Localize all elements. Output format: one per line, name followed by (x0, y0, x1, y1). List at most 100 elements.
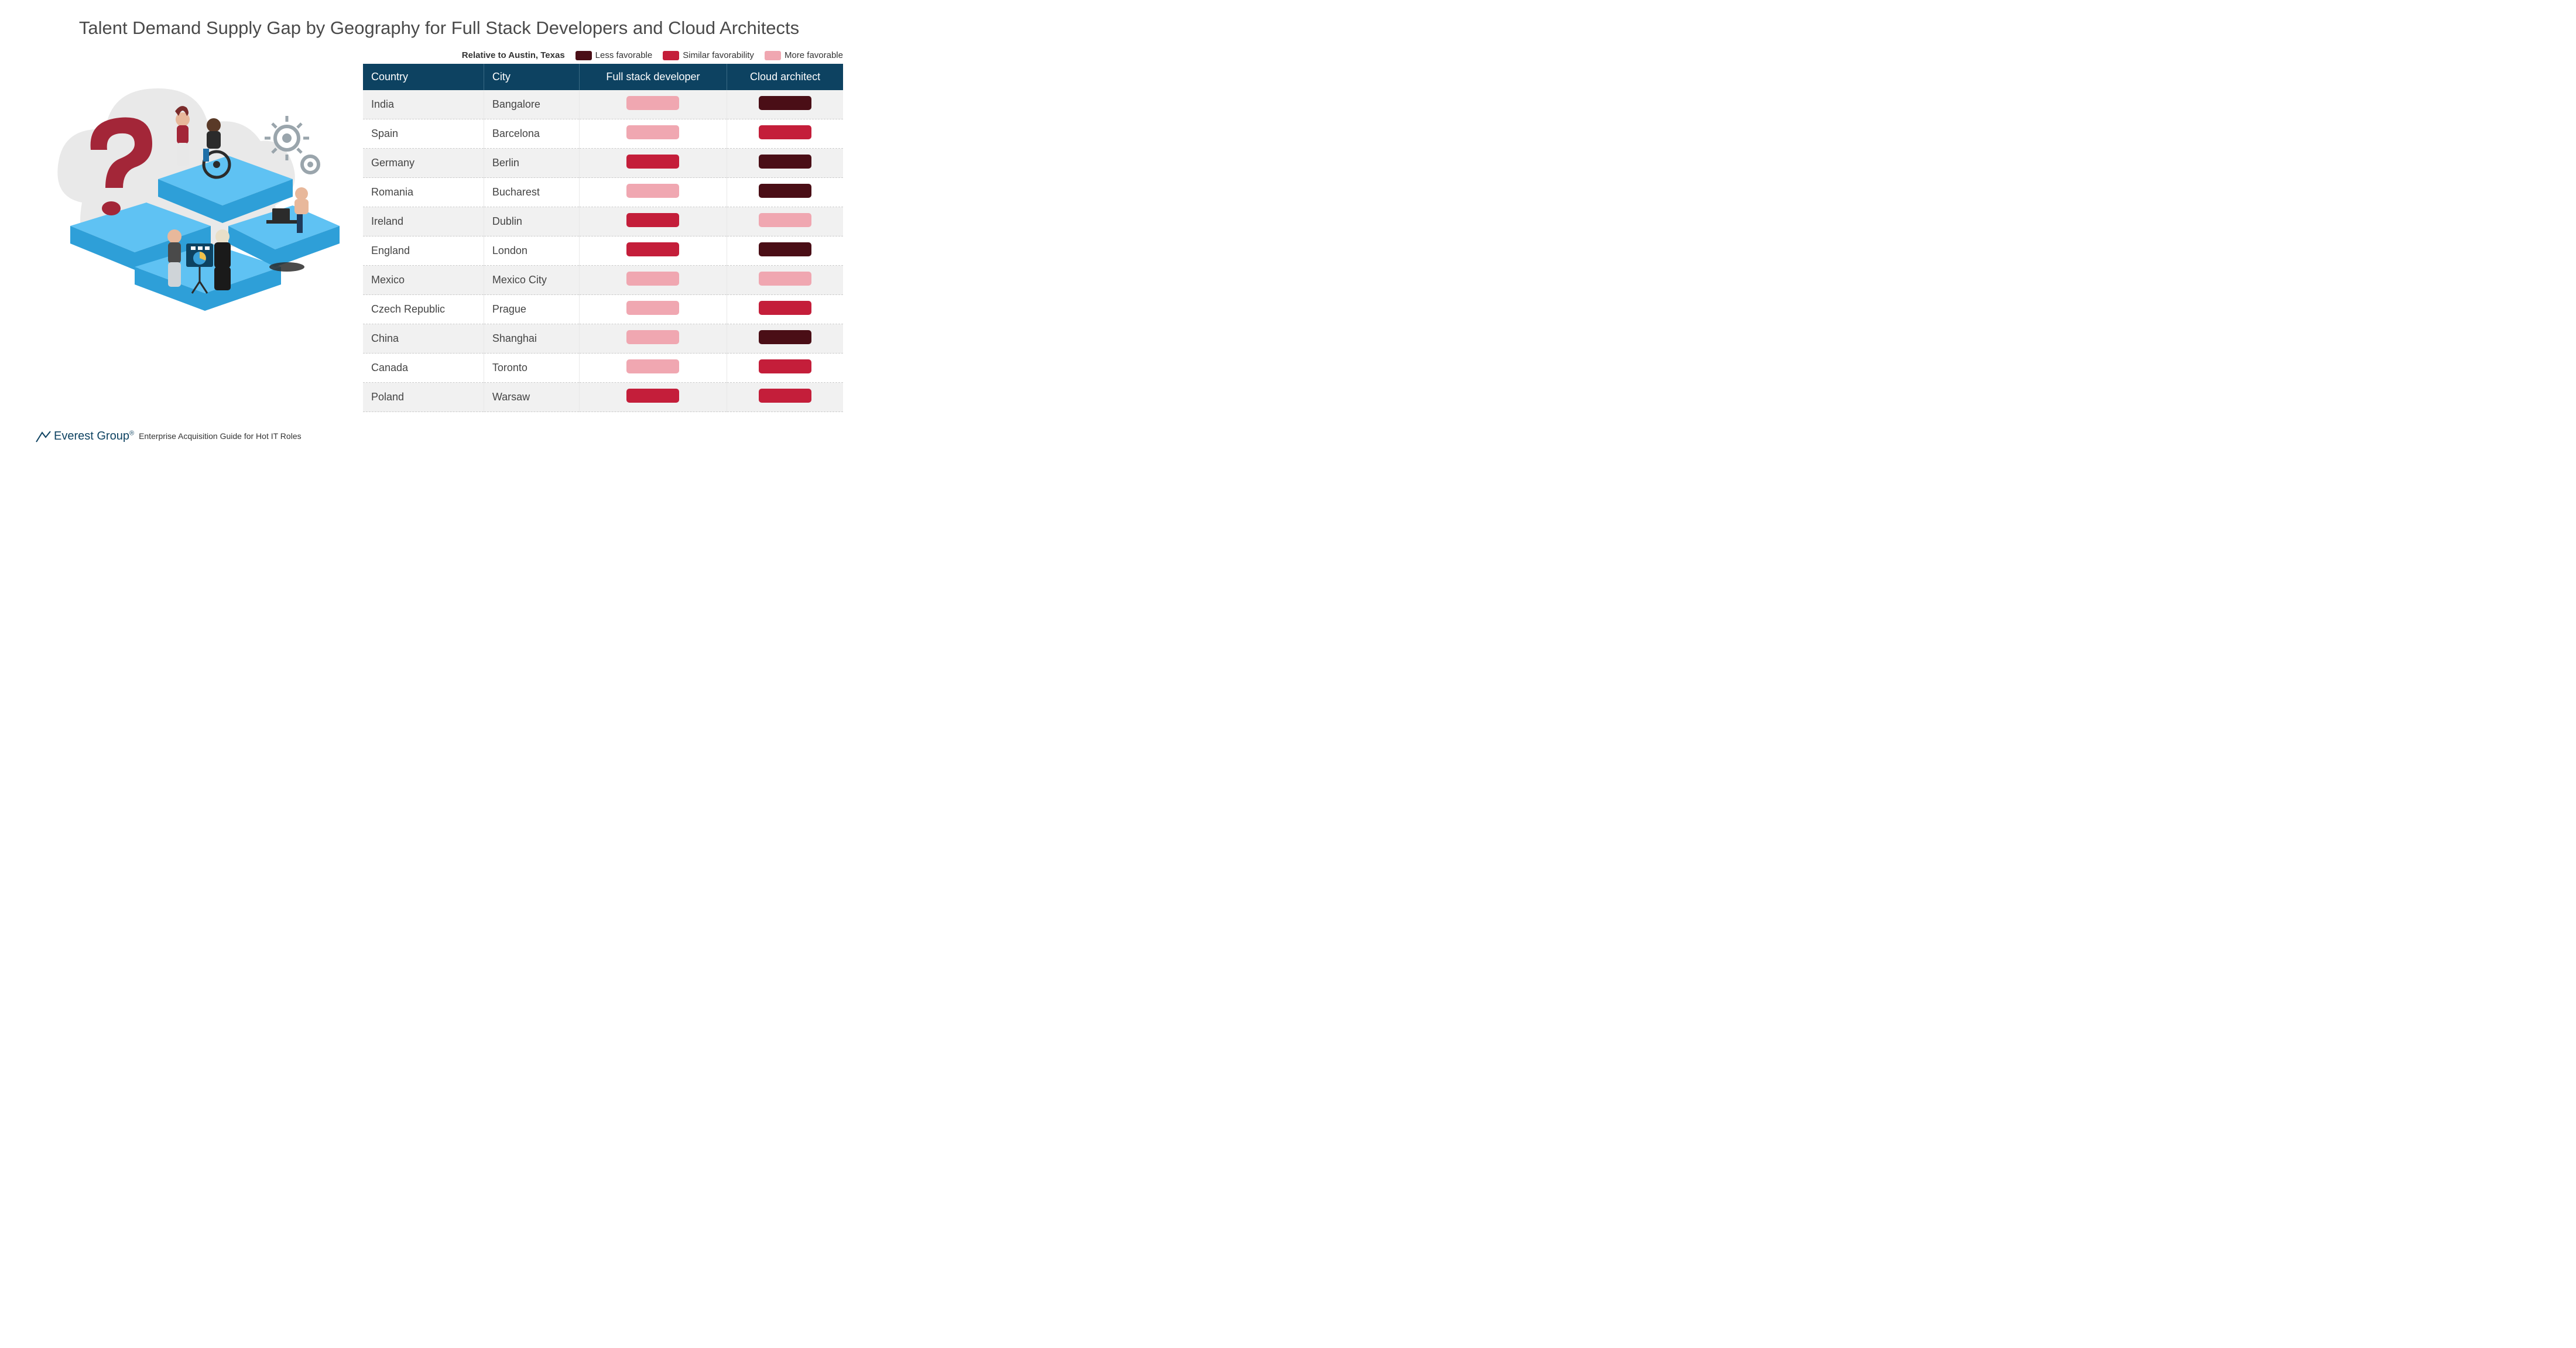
legend: Relative to Austin, Texas Less favorable… (363, 50, 843, 60)
table-row: SpainBarcelona (363, 119, 843, 149)
table-body: IndiaBangaloreSpainBarcelonaGermanyBerli… (363, 90, 843, 412)
favorability-chip (759, 125, 811, 139)
cell-cloud-architect (727, 236, 843, 266)
favorability-chip (626, 213, 679, 227)
table-row: IndiaBangalore (363, 90, 843, 119)
favorability-chip (626, 125, 679, 139)
cell-country: Czech Republic (363, 295, 484, 324)
table-row: CanadaToronto (363, 354, 843, 383)
cell-cloud-architect (727, 324, 843, 354)
cell-city: Bucharest (484, 178, 579, 207)
legend-label: Similar favorability (683, 50, 754, 60)
favorability-chip (759, 213, 811, 227)
favorability-chip (626, 359, 679, 373)
cell-cloud-architect (727, 383, 843, 412)
cell-city: Warsaw (484, 383, 579, 412)
table-header-row: Country City Full stack developer Cloud … (363, 64, 843, 90)
swatch-icon (576, 51, 592, 60)
legend-title: Relative to Austin, Texas (462, 50, 565, 60)
shadow (269, 262, 304, 272)
table-row: MexicoMexico City (363, 266, 843, 295)
cell-city: Dublin (484, 207, 579, 236)
col-cloud-architect: Cloud architect (727, 64, 843, 90)
cell-full-stack-developer (579, 266, 727, 295)
cell-full-stack-developer (579, 236, 727, 266)
cell-full-stack-developer (579, 178, 727, 207)
cell-cloud-architect (727, 178, 843, 207)
legend-item-more-favorable: More favorable (765, 50, 843, 60)
cell-country: India (363, 90, 484, 119)
legend-item-less-favorable: Less favorable (576, 50, 653, 60)
cell-cloud-architect (727, 119, 843, 149)
cell-cloud-architect (727, 354, 843, 383)
cell-country: Canada (363, 354, 484, 383)
table-panel: Relative to Austin, Texas Less favorable… (363, 50, 843, 412)
favorability-chip (626, 389, 679, 403)
favorability-table: Country City Full stack developer Cloud … (363, 64, 843, 412)
cell-cloud-architect (727, 90, 843, 119)
cell-cloud-architect (727, 149, 843, 178)
swatch-icon (663, 51, 679, 60)
favorability-chip (759, 330, 811, 344)
favorability-chip (759, 155, 811, 169)
cell-city: Prague (484, 295, 579, 324)
favorability-chip (759, 242, 811, 256)
favorability-chip (759, 301, 811, 315)
cell-country: Germany (363, 149, 484, 178)
person-icon (214, 229, 231, 290)
person-icon (167, 229, 181, 287)
illustration-svg (35, 50, 340, 355)
page-title: Talent Demand Supply Gap by Geography fo… (35, 18, 843, 39)
legend-label: More favorable (785, 50, 843, 60)
cell-full-stack-developer (579, 354, 727, 383)
cell-country: England (363, 236, 484, 266)
favorability-chip (759, 96, 811, 110)
table-row: Czech RepublicPrague (363, 295, 843, 324)
table-row: IrelandDublin (363, 207, 843, 236)
swatch-icon (765, 51, 781, 60)
favorability-chip (626, 272, 679, 286)
favorability-chip (626, 184, 679, 198)
mountain-icon (35, 429, 52, 443)
cell-cloud-architect (727, 266, 843, 295)
cell-country: Poland (363, 383, 484, 412)
footer-brand: Everest Group® (54, 430, 134, 443)
footer-tagline: Enterprise Acquisition Guide for Hot IT … (139, 431, 302, 441)
favorability-chip (626, 242, 679, 256)
cell-full-stack-developer (579, 324, 727, 354)
cell-full-stack-developer (579, 119, 727, 149)
cell-country: Romania (363, 178, 484, 207)
col-country: Country (363, 64, 484, 90)
footer: Everest Group® Enterprise Acquisition Gu… (35, 429, 302, 443)
col-full-stack-developer: Full stack developer (579, 64, 727, 90)
cell-city: Shanghai (484, 324, 579, 354)
cell-cloud-architect (727, 207, 843, 236)
cell-cloud-architect (727, 295, 843, 324)
table-row: GermanyBerlin (363, 149, 843, 178)
cell-full-stack-developer (579, 149, 727, 178)
person-icon (175, 106, 190, 166)
favorability-chip (759, 359, 811, 373)
favorability-chip (626, 330, 679, 344)
content-row: Relative to Austin, Texas Less favorable… (35, 50, 843, 412)
cell-city: Bangalore (484, 90, 579, 119)
favorability-chip (759, 272, 811, 286)
cell-country: Spain (363, 119, 484, 149)
favorability-chip (759, 184, 811, 198)
favorability-chip (626, 301, 679, 315)
cell-city: Toronto (484, 354, 579, 383)
registered-mark: ® (129, 430, 134, 437)
illustration-panel (35, 50, 340, 355)
col-city: City (484, 64, 579, 90)
table-row: ChinaShanghai (363, 324, 843, 354)
table-row: PolandWarsaw (363, 383, 843, 412)
cell-city: Barcelona (484, 119, 579, 149)
favorability-chip (759, 389, 811, 403)
cell-country: China (363, 324, 484, 354)
cell-city: Berlin (484, 149, 579, 178)
cell-country: Ireland (363, 207, 484, 236)
cell-full-stack-developer (579, 90, 727, 119)
legend-label: Less favorable (595, 50, 653, 60)
cell-city: Mexico City (484, 266, 579, 295)
cell-full-stack-developer (579, 207, 727, 236)
